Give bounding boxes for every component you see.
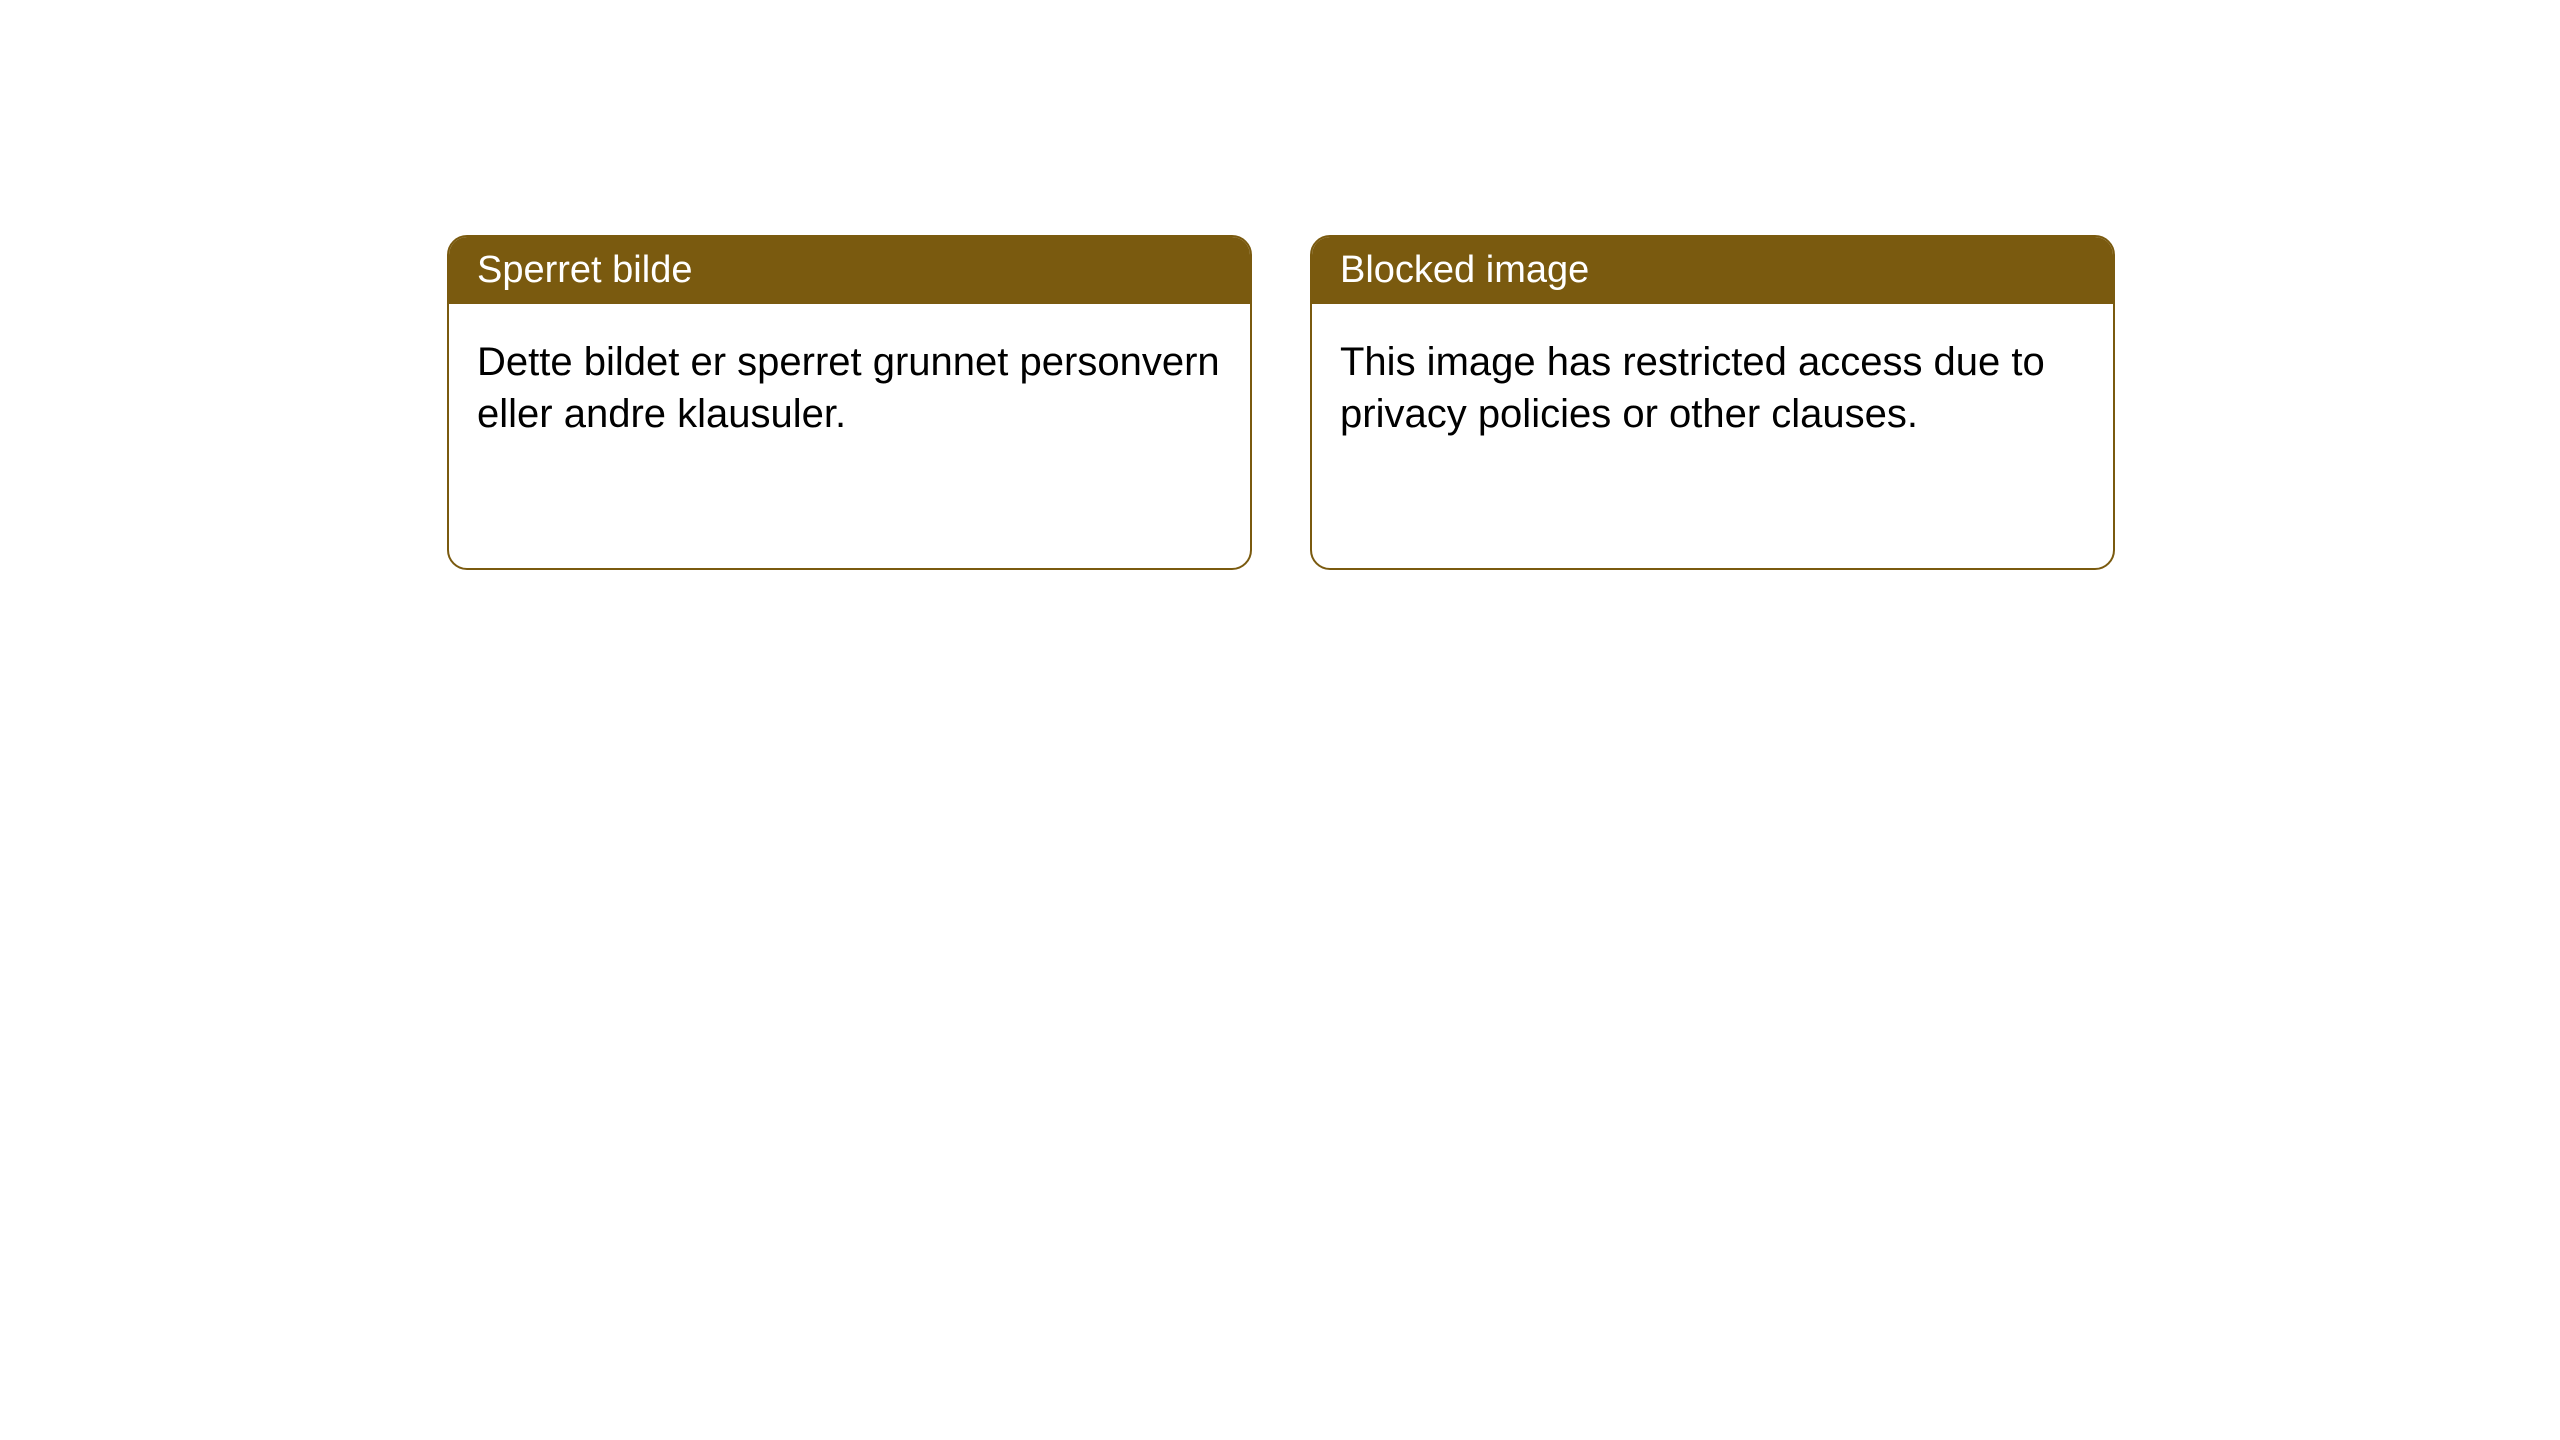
notice-body-norwegian: Dette bildet er sperret grunnet personve…: [449, 304, 1250, 472]
notice-title-english: Blocked image: [1312, 237, 2113, 304]
notice-title-norwegian: Sperret bilde: [449, 237, 1250, 304]
notice-card-english: Blocked image This image has restricted …: [1310, 235, 2115, 570]
notice-container: Sperret bilde Dette bildet er sperret gr…: [447, 235, 2115, 570]
notice-card-norwegian: Sperret bilde Dette bildet er sperret gr…: [447, 235, 1252, 570]
notice-body-english: This image has restricted access due to …: [1312, 304, 2113, 472]
